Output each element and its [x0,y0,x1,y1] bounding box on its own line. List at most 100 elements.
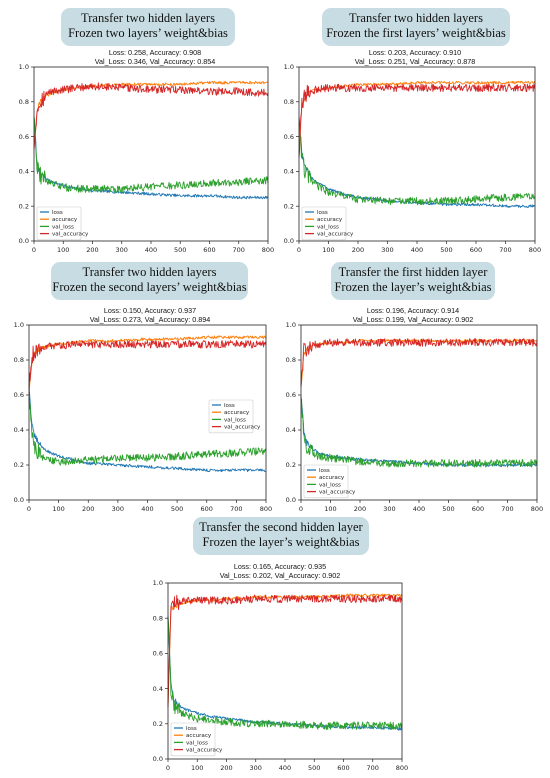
y-tick-label: 0.4 [14,426,24,434]
x-tick-label: 600 [337,764,349,772]
x-tick-label: 100 [57,246,69,254]
x-tick-label: 200 [220,764,232,772]
y-tick-label: 0.8 [284,98,294,106]
legend-label-loss: loss [186,726,197,732]
stats-line-1: Loss: 0.203, Accuracy: 0.910 [368,48,462,57]
stats-line-1: Loss: 0.150, Accuracy: 0.937 [103,306,197,315]
x-tick-label: 0 [27,505,31,513]
series-line-val_accuracy [33,82,269,150]
x-tick-label: 400 [279,764,291,772]
y-tick-label: 1.0 [284,63,294,71]
x-tick-label: 300 [116,246,128,254]
x-tick-label: 800 [396,764,408,772]
x-tick-label: 800 [260,505,272,513]
legend-label-val_loss: val_loss [186,740,208,746]
series-line-accuracy [33,80,268,151]
chart-stats: Loss: 0.203, Accuracy: 0.910 Val_Loss: 0… [300,48,530,66]
y-tick-label: 0.0 [19,237,29,245]
caption-line-1: Transfer the first hidden layer [338,265,488,279]
chart-plot: 0 100 200 300 400 500 600 700 800 0.0 0.2 0.4 0.6 0.8… [153,579,409,772]
series-line-loss [28,387,267,473]
caption-line-2: Frozen the second layers’ weight&bias [52,280,247,294]
x-tick-label: 200 [86,246,98,254]
y-tick-label: 1.0 [286,321,296,329]
y-tick-label: 0.6 [14,391,24,399]
x-tick-label: 800 [262,246,274,254]
stats-line-1: Loss: 0.165, Accuracy: 0.935 [233,562,327,571]
legend-label-val_accuracy: val_accuracy [317,232,354,238]
x-tick-label: 600 [470,246,482,254]
x-tick-label: 700 [230,505,242,513]
legend-label-accuracy: accuracy [319,475,345,481]
x-tick-label: 300 [381,246,393,254]
chart-plot: 0 100 200 300 400 500 600 700 800 0.0 0.2 0.4 0.6 0.8… [14,321,273,513]
chart-caption: Transfer two hidden layers Frozen the se… [51,262,248,300]
legend-label-accuracy: accuracy [186,733,212,739]
series-line-val_loss [33,116,269,194]
series-lines [300,338,538,468]
caption-line-1: Transfer two hidden layers [349,11,483,25]
x-tick-label: 500 [308,764,320,772]
chart-plot: 0 100 200 300 400 500 600 700 800 0.0 0.2 0.4 0.6 0.8… [286,321,544,513]
y-tick-label: 1.0 [153,579,163,587]
stats-line-1: Loss: 0.258, Accuracy: 0.908 [108,48,202,57]
series-line-val_loss [167,616,403,730]
x-tick-label: 300 [250,764,262,772]
x-tick-label: 100 [191,764,203,772]
y-tick-label: 0.6 [153,650,163,658]
chart-stats: Loss: 0.196, Accuracy: 0.914 Val_Loss: 0… [298,306,528,324]
chart-plot: 0 100 200 300 400 500 600 700 800 0.0 0.2 0.4 0.6 0.8… [284,63,542,254]
legend-box [301,206,347,241]
legend-box [36,206,82,241]
x-tick-label: 300 [112,505,124,513]
legend-label-loss: loss [317,210,328,216]
stats-line-1: Loss: 0.196, Accuracy: 0.914 [366,306,460,315]
x-tick-label: 700 [367,764,379,772]
caption-line-2: Frozen the first layers’ weight&bias [326,26,506,40]
legend-label-val_loss: val_loss [52,224,74,230]
x-tick-label: 100 [52,505,64,513]
series-line-loss [298,117,536,208]
legend-label-val_loss: val_loss [224,417,246,423]
x-tick-label: 800 [531,505,543,513]
x-tick-label: 100 [322,246,334,254]
legend-label-loss: loss [52,210,63,216]
legend-label-accuracy: accuracy [224,410,250,416]
series-line-val_loss [300,398,538,468]
y-tick-label: 0.6 [286,391,296,399]
series-lines [298,80,536,208]
caption-line-2: Frozen the layer’s weight&bias [202,535,360,549]
x-tick-label: 800 [529,246,541,254]
y-tick-label: 0.0 [153,755,163,763]
x-tick-label: 200 [82,505,94,513]
y-tick-label: 1.0 [14,321,24,329]
series-line-accuracy [167,593,403,707]
stats-line-2: Val_Loss: 0.251, Val_Accuracy: 0.878 [354,57,476,66]
x-tick-label: 500 [171,505,183,513]
caption-line-1: Transfer two hidden layers [82,265,217,279]
x-tick-label: 100 [324,505,336,513]
series-lines [167,593,403,731]
y-tick-label: 0.2 [284,202,294,210]
y-tick-label: 0.6 [19,133,29,141]
x-tick-label: 700 [501,505,513,513]
legend-label-loss: loss [224,403,235,409]
stats-line-2: Val_Loss: 0.202, Val_Accuracy: 0.902 [219,571,341,580]
x-tick-label: 400 [413,505,425,513]
series-line-accuracy [298,80,536,156]
series-line-loss [300,395,538,467]
x-tick-label: 0 [299,505,303,513]
x-tick-label: 400 [145,246,157,254]
x-tick-label: 500 [440,246,452,254]
stats-line-2: Val_Loss: 0.346, Val_Accuracy: 0.854 [94,57,216,66]
y-tick-label: 0.8 [153,614,163,622]
legend-label-val_accuracy: val_accuracy [224,425,261,431]
x-tick-label: 500 [442,505,454,513]
y-tick-label: 0.8 [286,356,296,364]
caption-line-1: Transfer two hidden layers [81,11,215,25]
y-tick-label: 0.2 [19,202,29,210]
chart-stats: Loss: 0.258, Accuracy: 0.908 Val_Loss: 0… [40,48,270,66]
